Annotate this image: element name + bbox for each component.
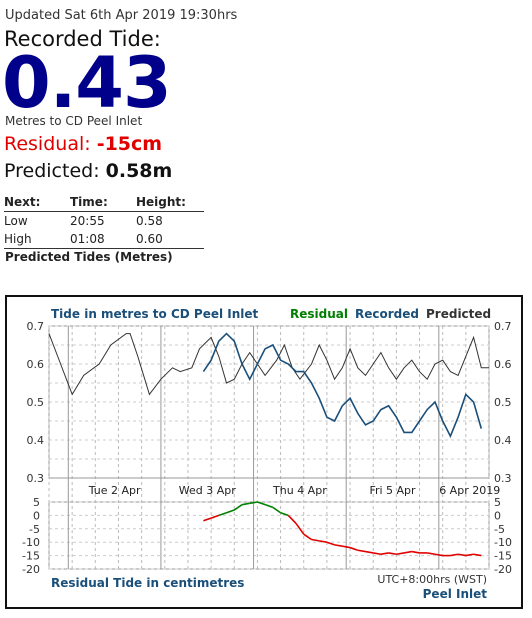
series-residual-segment: [218, 511, 227, 517]
series-residual-segment: [264, 503, 274, 509]
legend-predicted: Predicted: [426, 307, 491, 321]
predicted-label: Predicted:: [4, 160, 100, 182]
residual-y-tick-label-right: -20: [494, 563, 512, 576]
series-residual-segment: [272, 506, 282, 514]
series-residual-segment: [411, 550, 420, 554]
residual-value: -15cm: [96, 133, 163, 155]
series-residual-segment: [427, 552, 436, 556]
series-residual-segment: [295, 522, 305, 535]
series-residual-segment: [357, 549, 366, 553]
residual-line: Residual: -15cm: [4, 133, 162, 155]
y-tick-label: 0.4: [27, 434, 45, 447]
chart-title: Tide in metres to CD Peel Inlet: [51, 307, 259, 321]
series-residual-segment: [334, 544, 343, 548]
residual-y-tick-label: -10: [22, 536, 40, 549]
header-time: Time:: [70, 193, 136, 212]
row-height: 0.60: [136, 230, 204, 249]
units-text: Metres to CD Peel Inlet: [5, 114, 143, 128]
y-tick-label-right: 0.7: [494, 320, 512, 333]
row-type: Low: [4, 214, 28, 228]
table-row: High 01:08 0.60: [4, 230, 204, 249]
series-residual-segment: [203, 517, 212, 522]
residual-y-tick-label: -20: [22, 563, 40, 576]
header-next: Next:: [4, 193, 70, 212]
y-tick-label: 0.5: [27, 396, 45, 409]
recorded-tide-value: 0.43: [2, 42, 172, 124]
residual-plot-area: [48, 501, 490, 570]
x-tick-label: Thu 4 Apr: [272, 484, 327, 497]
series-residual-segment: [311, 538, 320, 542]
series-residual-segment: [287, 514, 297, 524]
series-recorded: [202, 332, 483, 439]
table-header-row: Next: Time: Height:: [4, 193, 204, 212]
series-residual-segment: [303, 533, 312, 541]
y-tick-label: 0.6: [27, 358, 45, 371]
series-residual-segment: [380, 552, 389, 556]
residual-chart-title: Residual Tide in centimetres: [51, 576, 244, 590]
series-residual-segment: [396, 552, 405, 556]
series-residual-segment: [403, 550, 412, 554]
series-residual-segment: [226, 509, 235, 514]
residual-y-tick-label: 0: [33, 509, 40, 522]
predicted-value: 0.58m: [105, 160, 173, 182]
x-tick-label: 6 Apr 2019: [439, 484, 500, 497]
tide-chart-frame: Tide in metres to CD Peel Inlet Residual R…: [5, 295, 523, 609]
legend-residual: Residual: [290, 307, 348, 321]
x-tick-label: Tue 2 Apr: [88, 484, 141, 497]
timezone-label: UTC+8:00hrs (WST): [377, 573, 487, 586]
series-residual-segment: [319, 540, 328, 543]
y-tick-label-right: 0.6: [494, 358, 512, 371]
recorded-tide-label: Recorded Tide:: [4, 27, 161, 51]
series-residual-segment: [241, 502, 250, 506]
row-time: 20:55: [70, 214, 105, 228]
series-residual-segment: [457, 553, 466, 557]
updated-timestamp: Updated Sat 6th Apr 2019 19:30hrs: [5, 8, 238, 23]
legend-recorded: Recorded: [355, 307, 419, 321]
y-tick-label-right: 0.3: [494, 472, 512, 485]
residual-y-tick-label: -5: [29, 523, 40, 536]
y-tick-label-right: 0.5: [494, 396, 512, 409]
y-tick-label-right: 0.4: [494, 434, 512, 447]
predicted-tides-caption: Predicted Tides (Metres): [5, 250, 173, 264]
series-residual-segment: [465, 553, 474, 557]
series-residual-segment: [210, 514, 220, 519]
series-residual-segment: [434, 553, 443, 557]
tide-chart: Tide in metres to CD Peel Inlet Residual R…: [22, 307, 512, 601]
residual-y-tick-label-right: 0: [494, 509, 501, 522]
residual-label: Residual:: [4, 133, 91, 155]
series-residual-segment: [233, 504, 243, 511]
header-height: Height:: [136, 193, 204, 212]
series-residual-segment: [249, 501, 258, 505]
series-residual-segment: [280, 511, 289, 517]
residual-y-tick-label-right: -15: [494, 550, 512, 563]
series-residual-segment: [257, 501, 266, 506]
predicted-line: Predicted: 0.58m: [4, 160, 172, 182]
table-row: Low 20:55 0.58: [4, 212, 204, 231]
y-tick-label: 0.3: [27, 472, 45, 485]
series-residual-segment: [326, 541, 335, 546]
row-time: 01:08: [70, 230, 136, 249]
series-residual-segment: [450, 553, 459, 557]
residual-y-tick-label: -15: [22, 550, 40, 563]
y-tick-label: 0.7: [27, 320, 45, 333]
series-residual-segment: [373, 552, 382, 556]
series-residual-segment: [365, 550, 374, 554]
x-tick-label: Wed 3 Apr: [179, 484, 236, 497]
residual-y-tick-label-right: -10: [494, 536, 512, 549]
station-label: Peel Inlet: [423, 587, 488, 601]
series-residual-segment: [473, 553, 482, 557]
series-residual-segment: [349, 546, 359, 551]
x-tick-label: Fri 5 Apr: [369, 484, 416, 497]
residual-y-tick-label-right: -5: [494, 523, 505, 536]
next-tides-table: Next: Time: Height: Low 20:55 0.58 High …: [4, 193, 204, 249]
row-height: 0.58: [136, 214, 163, 228]
series-residual-segment: [342, 545, 351, 549]
series-residual-segment: [388, 552, 397, 556]
residual-y-tick-label: 5: [33, 496, 40, 509]
residual-y-tick-label-right: 5: [494, 496, 501, 509]
row-type: High: [4, 230, 70, 249]
